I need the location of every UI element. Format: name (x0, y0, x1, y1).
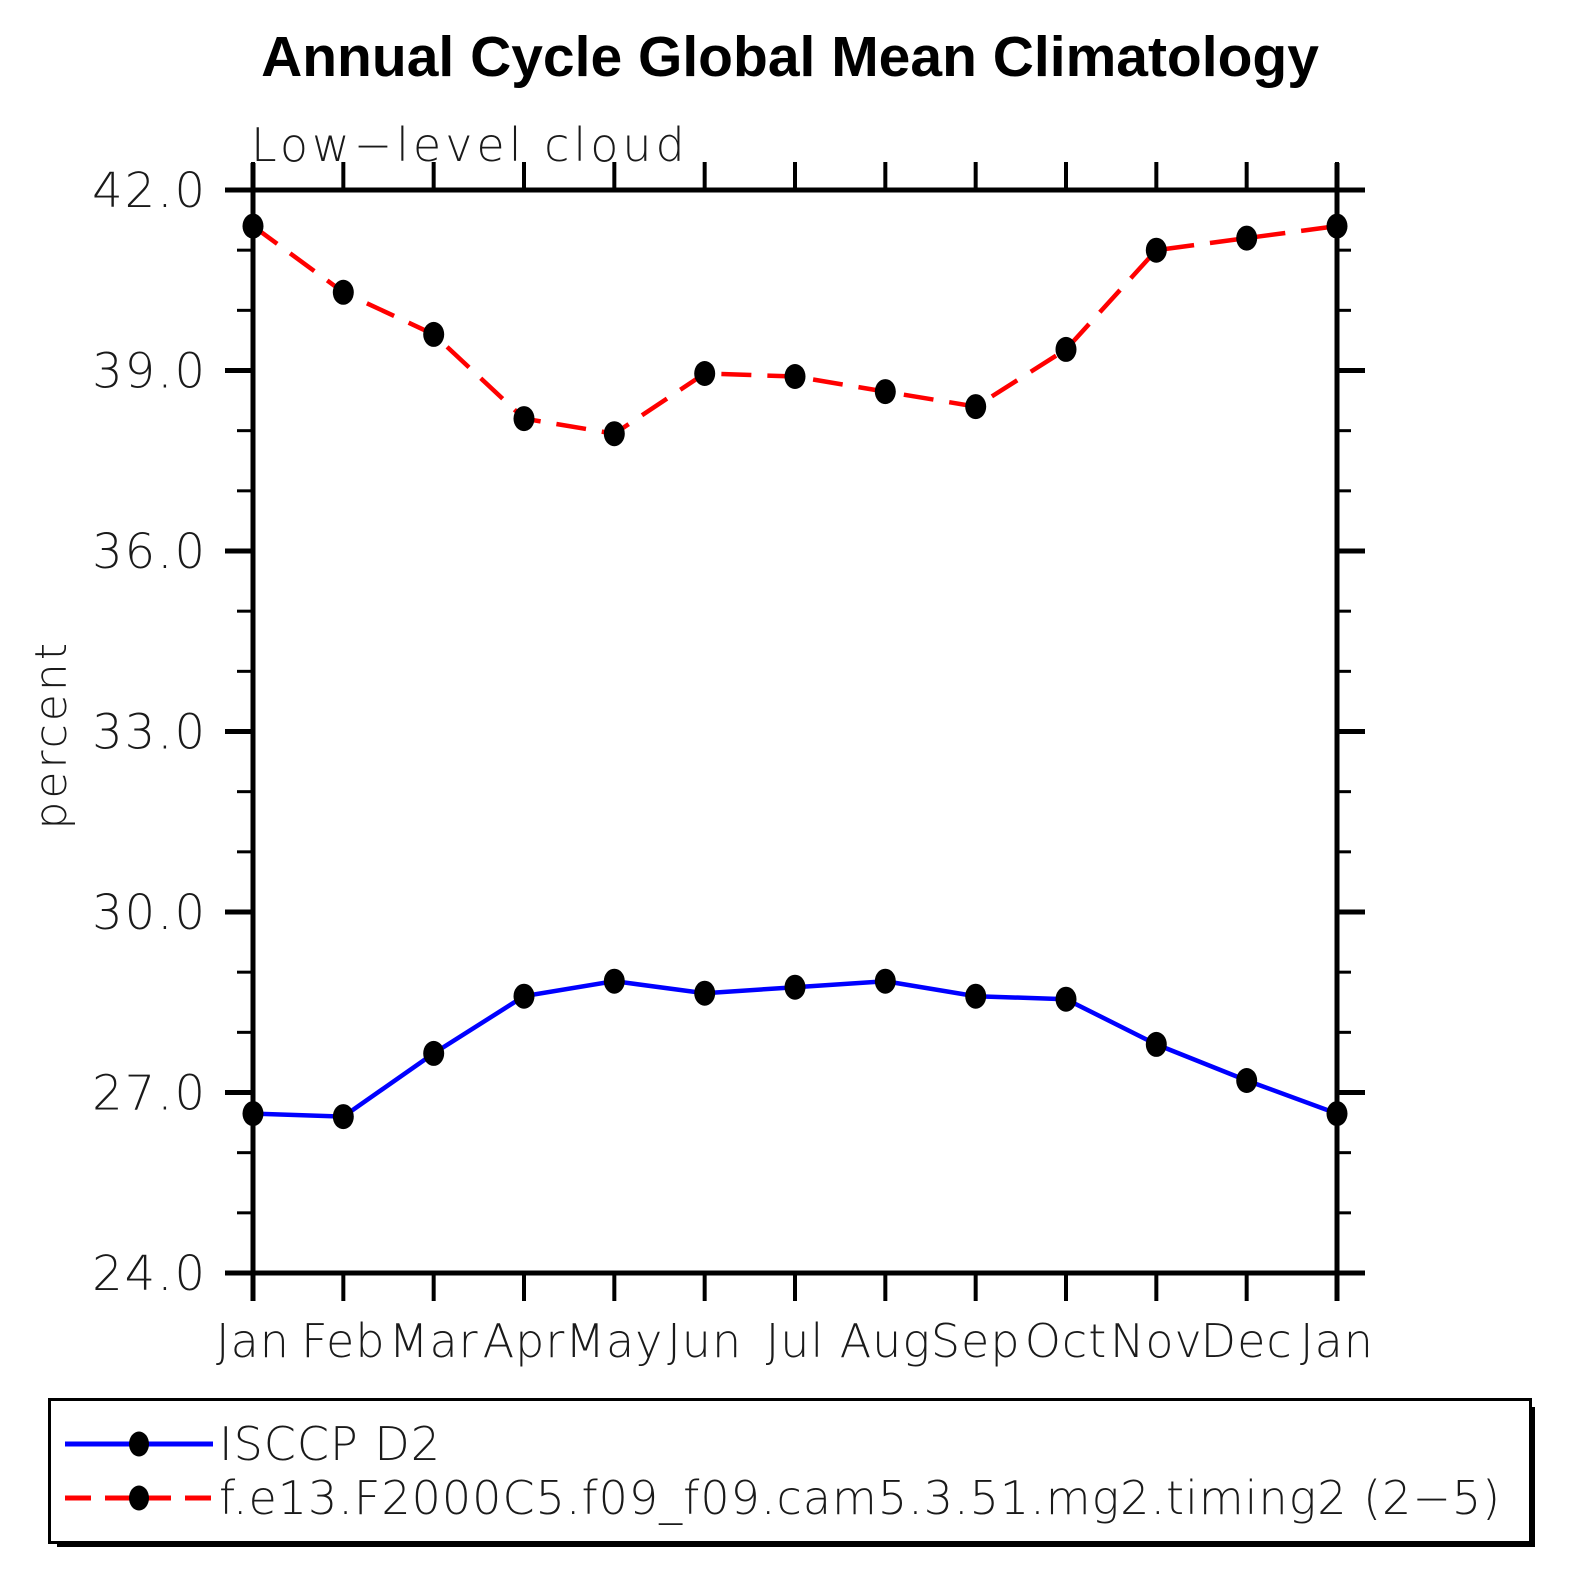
data-point-marker (1326, 213, 1348, 239)
x-tick-label: Jan (216, 1314, 290, 1368)
data-point-marker (603, 421, 625, 447)
legend-box: ISCCP D2 f.e13.F2000C5.f09_f09.cam5.3.51… (48, 1398, 1532, 1544)
data-point-marker (513, 983, 535, 1009)
data-point-marker (423, 1040, 445, 1066)
x-tick-label: Mar (389, 1314, 479, 1368)
y-tick-label: 42.0 (92, 163, 207, 219)
data-point-marker (874, 379, 896, 405)
legend-line-sample-isccp (65, 1431, 213, 1457)
data-point-marker (784, 974, 806, 1000)
y-tick-label: 36.0 (92, 524, 207, 580)
series-line-isccp (252, 978, 1338, 1119)
data-point-marker (513, 406, 535, 432)
legend-label-model: f.e13.F2000C5.f09_f09.cam5.3.51.mg2.timi… (219, 1471, 1502, 1525)
data-point-marker (965, 394, 987, 420)
x-tick-label: Jun (667, 1314, 742, 1368)
data-point-marker (1055, 986, 1077, 1012)
data-point-marker (694, 361, 716, 386)
legend-item-model: f.e13.F2000C5.f09_f09.cam5.3.51.mg2.timi… (51, 1471, 1529, 1525)
data-point-marker (332, 1104, 354, 1130)
y-tick-label: 24.0 (92, 1246, 207, 1302)
legend-label-isccp: ISCCP D2 (219, 1417, 442, 1471)
series-line-model (251, 223, 1338, 437)
data-point-marker (1145, 237, 1167, 263)
data-point-marker (332, 279, 354, 305)
y-tick-label: 33.0 (92, 705, 207, 761)
data-point-marker (603, 968, 625, 994)
x-tick-label: Sep (931, 1314, 1021, 1368)
chart-title: Annual Cycle Global Mean Climatology (261, 25, 1319, 89)
y-tick-label: 27.0 (92, 1066, 207, 1122)
data-point-marker (1055, 336, 1077, 362)
legend-line-sample-model (65, 1485, 213, 1511)
data-point-marker (694, 980, 716, 1006)
data-point-marker (242, 1101, 264, 1127)
x-tick-label: Jul (766, 1314, 825, 1368)
data-point-marker (965, 983, 987, 1009)
data-point-marker (1236, 225, 1258, 251)
legend-sample-marker (129, 1485, 149, 1511)
data-point-marker (1145, 1031, 1167, 1057)
x-tick-label: Feb (301, 1314, 385, 1368)
legend-item-isccp: ISCCP D2 (51, 1417, 1529, 1471)
y-tick-label: 30.0 (92, 885, 207, 941)
legend-sample-marker (129, 1431, 149, 1457)
data-point-marker (784, 364, 806, 389)
data-point-marker (874, 968, 896, 994)
data-point-marker (1326, 1101, 1348, 1127)
x-tick-label: Nov (1110, 1314, 1203, 1368)
x-tick-label: Oct (1025, 1314, 1108, 1368)
x-tick-label: Apr (483, 1314, 566, 1368)
x-tick-label: Aug (840, 1314, 931, 1368)
x-tick-label: Dec (1201, 1314, 1293, 1368)
y-tick-label: 39.0 (92, 344, 207, 400)
x-tick-label: Jan (1300, 1314, 1374, 1368)
data-point-marker (423, 321, 445, 347)
x-tick-label: May (565, 1314, 663, 1368)
data-point-marker (242, 213, 264, 239)
data-point-marker (1236, 1068, 1258, 1093)
